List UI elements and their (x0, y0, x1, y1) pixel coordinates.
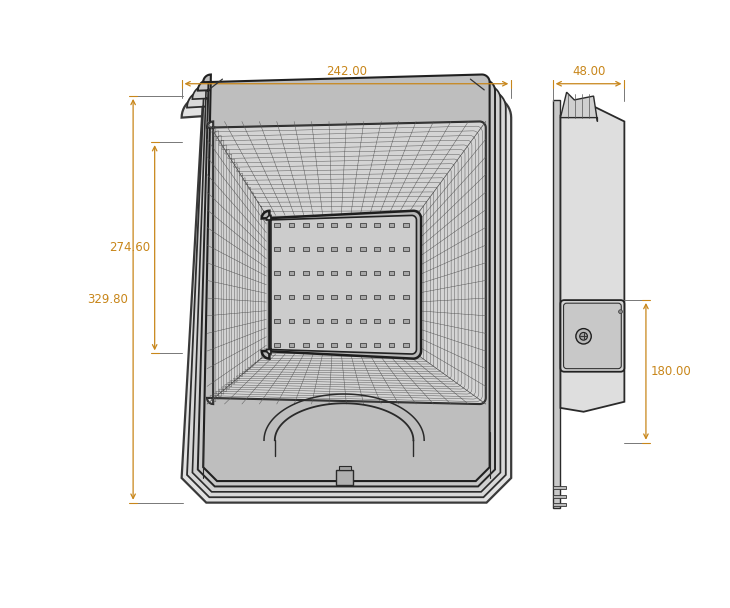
Bar (374, 319, 380, 323)
Bar (388, 271, 394, 275)
Bar (374, 343, 380, 347)
Bar (317, 271, 323, 275)
Bar (360, 223, 366, 227)
Bar (553, 100, 561, 508)
Bar (346, 295, 351, 299)
Circle shape (576, 328, 591, 344)
Text: 180.00: 180.00 (650, 365, 691, 378)
Bar (331, 319, 337, 323)
Bar (403, 319, 409, 323)
Bar (403, 343, 409, 347)
Bar (388, 343, 394, 347)
Bar (346, 319, 351, 323)
Circle shape (580, 333, 588, 340)
Polygon shape (187, 91, 506, 497)
Text: 329.80: 329.80 (88, 293, 128, 306)
Bar (553, 503, 566, 506)
Bar (331, 343, 337, 347)
Bar (374, 271, 380, 275)
Bar (274, 223, 280, 227)
Bar (288, 223, 294, 227)
Bar (303, 295, 309, 299)
Bar (274, 295, 280, 299)
Bar (274, 271, 280, 275)
Bar (360, 319, 366, 323)
Bar (374, 223, 380, 227)
Bar (331, 271, 337, 275)
Bar (303, 271, 309, 275)
Text: 242.00: 242.00 (326, 64, 367, 78)
Bar (303, 223, 309, 227)
Circle shape (618, 309, 623, 314)
Bar (403, 271, 409, 275)
Bar (317, 295, 323, 299)
Polygon shape (203, 75, 490, 481)
Text: 274.60: 274.60 (109, 241, 150, 254)
Polygon shape (207, 122, 485, 404)
Text: 48.00: 48.00 (572, 64, 605, 78)
Bar (360, 343, 366, 347)
Bar (337, 469, 353, 485)
Bar (360, 295, 366, 299)
Bar (303, 247, 309, 250)
Bar (339, 466, 351, 469)
Polygon shape (561, 92, 597, 122)
Bar (388, 223, 394, 227)
Bar (303, 343, 309, 347)
Bar (274, 319, 280, 323)
Bar (388, 247, 394, 250)
FancyBboxPatch shape (561, 300, 624, 371)
Bar (317, 319, 323, 323)
Polygon shape (182, 96, 511, 503)
Bar (288, 295, 294, 299)
Polygon shape (198, 80, 495, 486)
Bar (288, 247, 294, 250)
Bar (403, 247, 409, 250)
Bar (288, 271, 294, 275)
Bar (317, 223, 323, 227)
Bar (288, 319, 294, 323)
Bar (346, 247, 351, 250)
Bar (274, 247, 280, 250)
Bar (403, 223, 409, 227)
Bar (360, 247, 366, 250)
Polygon shape (193, 85, 500, 492)
Bar (317, 343, 323, 347)
Bar (346, 223, 351, 227)
Polygon shape (261, 211, 421, 359)
Bar (331, 247, 337, 250)
Bar (374, 295, 380, 299)
Bar (317, 247, 323, 250)
Bar (360, 271, 366, 275)
Bar (331, 223, 337, 227)
Bar (346, 271, 351, 275)
Polygon shape (561, 102, 624, 412)
Bar (553, 495, 566, 498)
Bar (374, 247, 380, 250)
Bar (346, 343, 351, 347)
Polygon shape (266, 215, 417, 354)
Bar (388, 319, 394, 323)
Bar (274, 343, 280, 347)
Bar (553, 486, 566, 489)
Bar (403, 295, 409, 299)
FancyBboxPatch shape (564, 303, 621, 368)
Bar (331, 295, 337, 299)
Bar (303, 319, 309, 323)
Bar (388, 295, 394, 299)
Bar (288, 343, 294, 347)
